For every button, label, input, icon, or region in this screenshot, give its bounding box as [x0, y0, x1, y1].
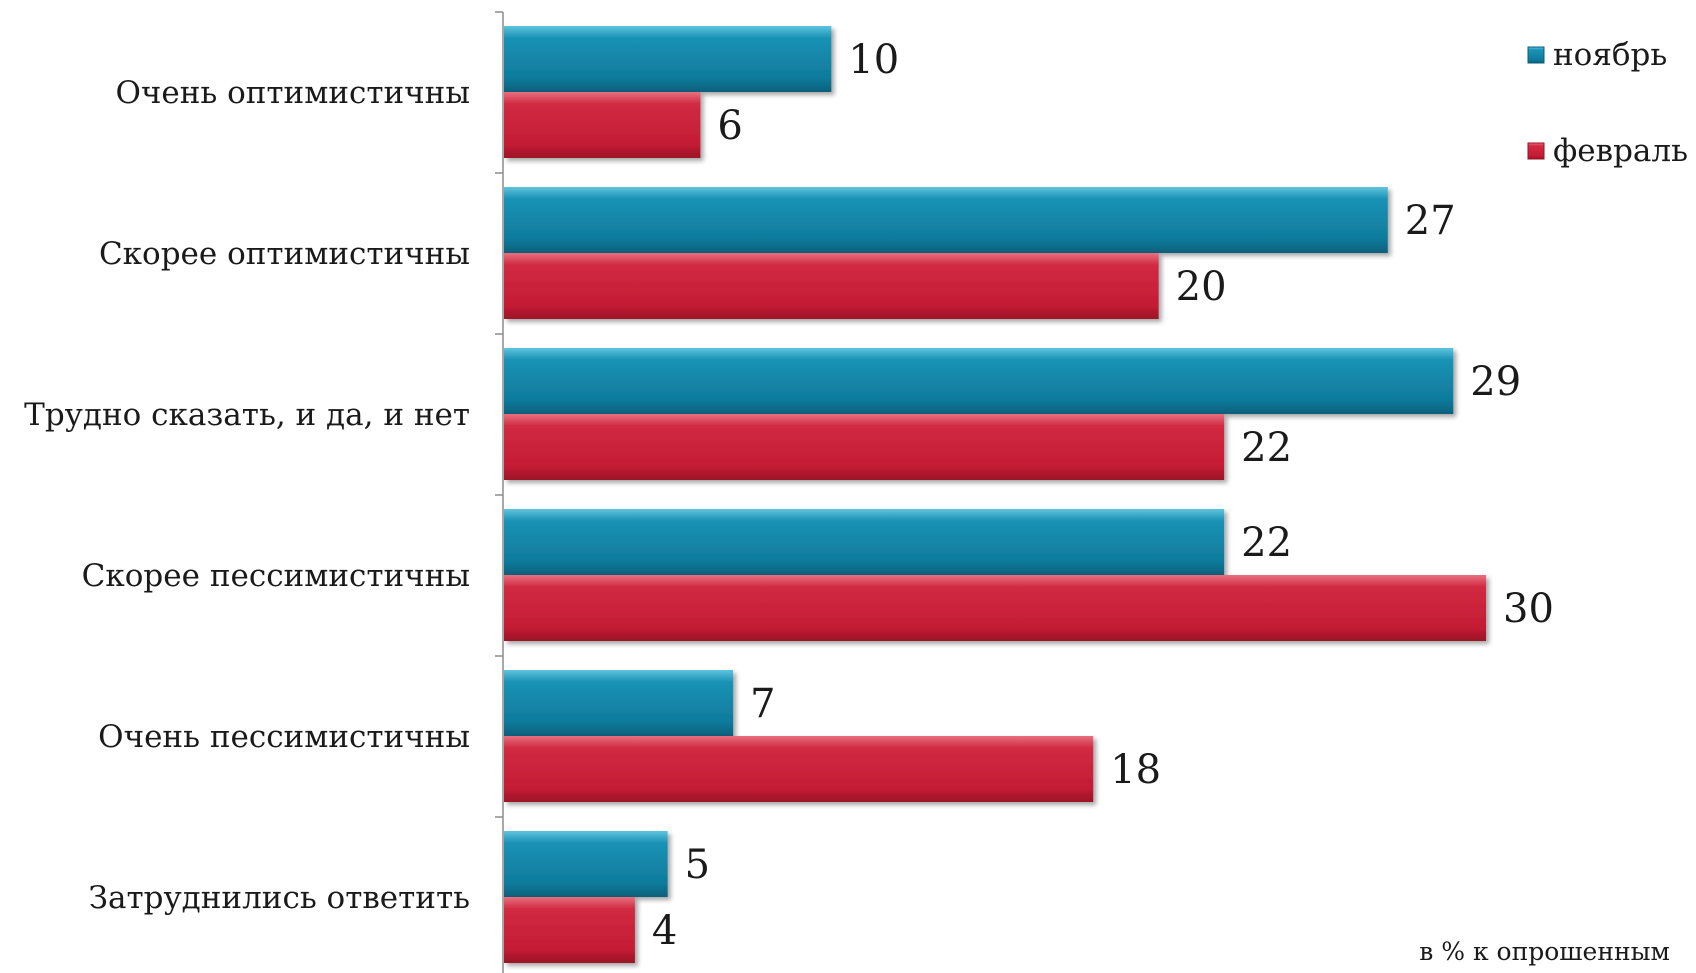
bar-november: [504, 187, 1388, 253]
bar-november: [504, 348, 1454, 414]
bar-november: [504, 670, 734, 736]
category-label: Очень пессимистичны: [98, 719, 470, 755]
bars-layer: [504, 26, 1486, 963]
legend: ноябрь февраль: [1527, 37, 1688, 169]
data-label-november: 29: [1470, 359, 1521, 405]
category-label: Очень оптимистичны: [115, 75, 470, 111]
bar-february: [504, 92, 701, 158]
category-label: Скорее оптимистичны: [99, 236, 470, 272]
data-label-february: 30: [1503, 586, 1554, 632]
data-label-november: 10: [848, 37, 899, 83]
bar-november: [504, 831, 668, 897]
data-label-november: 7: [750, 681, 775, 727]
labels-layer: Очень оптимистичны 10 6 Скорее оптимистичны…: [24, 37, 1554, 954]
bar-november: [504, 26, 832, 92]
bar-february: [504, 736, 1094, 802]
category-label: Скорее пессимистичны: [82, 558, 470, 594]
category-label: Трудно сказать, и да, и нет: [24, 397, 470, 433]
axis-layer: [495, 11, 504, 973]
data-label-november: 5: [685, 842, 710, 888]
bar-february: [504, 575, 1486, 641]
legend-swatch-february: [1527, 142, 1545, 160]
legend-label-november: ноябрь: [1553, 37, 1667, 73]
bar-february: [504, 897, 635, 963]
legend-label-february: февраль: [1553, 133, 1688, 169]
data-label-february: 18: [1110, 747, 1161, 793]
bar-february: [504, 414, 1225, 480]
data-label-february: 20: [1176, 264, 1227, 310]
data-label-november: 22: [1241, 520, 1292, 566]
bar-february: [504, 253, 1159, 319]
data-label-february: 4: [652, 908, 677, 954]
legend-swatch-november: [1527, 46, 1545, 64]
data-label-february: 6: [717, 103, 742, 149]
data-label-february: 22: [1241, 425, 1292, 471]
data-label-november: 27: [1405, 198, 1456, 244]
category-label: Затруднились ответить: [89, 880, 470, 916]
bar-november: [504, 509, 1225, 575]
units-note: в % к опрошенным: [1419, 937, 1670, 966]
